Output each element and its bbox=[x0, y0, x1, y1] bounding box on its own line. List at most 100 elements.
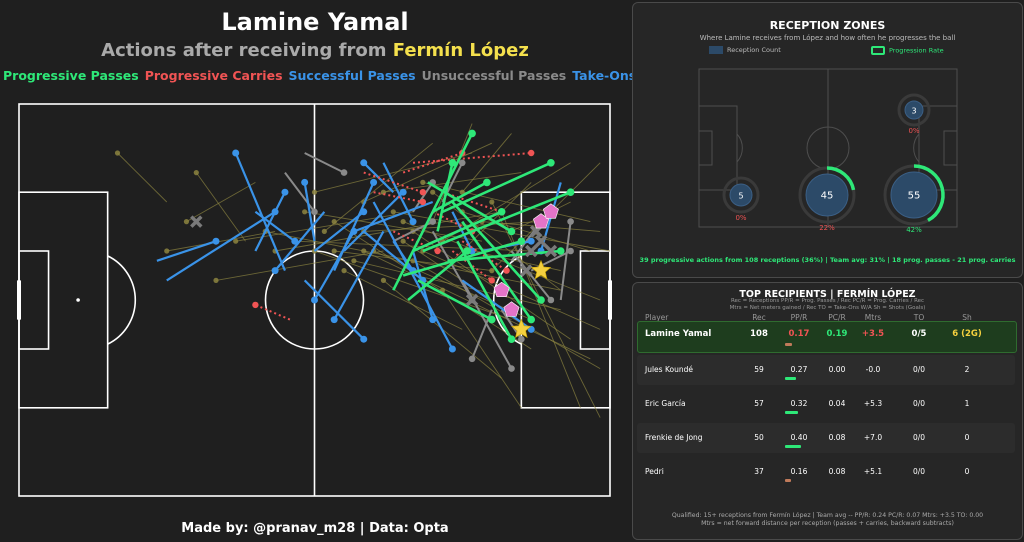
ppr-bar bbox=[785, 479, 792, 482]
background-pass-line bbox=[304, 211, 483, 242]
cell-pcr: 0.08 bbox=[828, 467, 846, 476]
zone-rate-track bbox=[722, 176, 760, 214]
zones-right-arc bbox=[913, 133, 920, 163]
rate-swatch bbox=[871, 46, 885, 55]
column-header: PP/R bbox=[790, 313, 808, 322]
zone-legend-rate: Progression Rate bbox=[871, 46, 944, 55]
unsuccessful-pass-end bbox=[311, 208, 318, 216]
successful-pass-end bbox=[409, 218, 417, 226]
cell-pcr: 0.19 bbox=[826, 329, 848, 339]
goal-marker bbox=[511, 318, 532, 339]
successful-pass-line bbox=[451, 211, 474, 252]
zone-rate-label: 0% bbox=[908, 127, 919, 135]
zone-count-bubble bbox=[805, 173, 849, 217]
background-pass-point bbox=[420, 179, 426, 185]
count-swatch bbox=[709, 46, 723, 54]
progressive-pass-end bbox=[507, 227, 516, 236]
successful-pass-end bbox=[360, 159, 368, 167]
progressive-carry-line bbox=[412, 152, 532, 164]
successful-pass-line bbox=[343, 191, 404, 252]
left-penalty-spot bbox=[76, 298, 80, 302]
progressive-pass-line bbox=[456, 240, 513, 340]
background-pass-line bbox=[117, 152, 168, 203]
background-pass-point bbox=[380, 277, 387, 283]
successful-pass-line bbox=[254, 191, 286, 252]
ppr-bar bbox=[785, 445, 801, 448]
successful-pass-line bbox=[372, 201, 454, 350]
background-pass-line bbox=[462, 211, 591, 252]
cell-mtrs: -0.0 bbox=[865, 365, 881, 374]
table-row[interactable] bbox=[637, 389, 1015, 419]
background-pass-line bbox=[186, 182, 256, 222]
column-header: PC/R bbox=[828, 313, 846, 322]
cell-to: 0/0 bbox=[912, 399, 926, 408]
reception-zones-panel: RECEPTION ZONES Where Lamine receives fr… bbox=[632, 2, 1023, 278]
cell-sh: 1 bbox=[964, 399, 970, 408]
successful-pass-end bbox=[311, 296, 318, 304]
zone-legend-count: Reception Count bbox=[709, 46, 781, 54]
unsuccessful-pass-end bbox=[458, 159, 466, 167]
failed-take-on-marker bbox=[534, 234, 548, 248]
successful-pass-end bbox=[271, 267, 279, 275]
unsuccessful-pass-end bbox=[508, 365, 515, 372]
background-pass-point bbox=[390, 209, 396, 215]
progressive-carry-line bbox=[402, 152, 463, 174]
chart-subtitle: Actions after receiving from Fermín Lópe… bbox=[0, 40, 630, 61]
recipients-title: TOP RECIPIENTS | FERMÍN LÓPEZ bbox=[739, 289, 916, 300]
cell-mtrs: +7.0 bbox=[863, 433, 883, 442]
zone-count-label: 55 bbox=[908, 191, 921, 202]
successful-pass-line bbox=[303, 279, 365, 340]
successful-pass-line bbox=[234, 152, 286, 272]
unsuccessful-pass-end bbox=[567, 218, 574, 225]
failed-take-on-marker bbox=[524, 244, 538, 258]
progressive-pass-line bbox=[432, 181, 488, 213]
cell-to: 0/0 bbox=[912, 365, 926, 374]
credit-line: Made by: @pranav_m28 | Data: Opta bbox=[181, 521, 449, 536]
zone-rate-track bbox=[897, 93, 931, 127]
zone-count-bubble bbox=[904, 100, 924, 120]
unsuccessful-pass-line bbox=[559, 221, 572, 301]
background-pass-point bbox=[331, 248, 337, 254]
progressive-pass-end bbox=[448, 159, 457, 167]
recipients-footnote-1: Qualified: 15+ receptions from Fermín Ló… bbox=[671, 512, 984, 519]
table-row[interactable] bbox=[637, 423, 1015, 453]
progressive-carry-end bbox=[434, 247, 441, 255]
background-pass-point bbox=[321, 228, 327, 234]
successful-pass-end bbox=[232, 149, 240, 157]
table-row[interactable] bbox=[637, 355, 1015, 385]
zone-rate-label: 22% bbox=[819, 224, 835, 232]
successful-pass-end bbox=[350, 227, 358, 235]
table-row[interactable] bbox=[637, 321, 1017, 353]
ppr-bar bbox=[785, 411, 798, 414]
successful-pass-end bbox=[399, 188, 407, 196]
left-penalty-box bbox=[18, 191, 109, 409]
unsuccessful-pass-end bbox=[340, 169, 348, 176]
background-pass-line bbox=[422, 181, 591, 223]
background-pass-point bbox=[341, 268, 347, 274]
progressive-carry-end bbox=[252, 301, 259, 309]
progressive-pass-end bbox=[517, 237, 526, 245]
cell-to: 0/0 bbox=[912, 467, 926, 476]
progressive-pass-line bbox=[442, 161, 552, 213]
progressive-carry-line bbox=[363, 171, 424, 194]
progressive-carry-line bbox=[255, 303, 291, 321]
background-pass-line bbox=[334, 250, 492, 272]
zone-count-bubble bbox=[890, 171, 938, 219]
progressive-pass-end bbox=[483, 178, 491, 187]
background-pass-line bbox=[215, 250, 384, 281]
zone-rate-arc bbox=[826, 166, 856, 191]
background-pass-point bbox=[114, 150, 121, 156]
progressive-carry-end bbox=[503, 267, 510, 274]
successful-pass-line bbox=[313, 230, 355, 301]
column-header: Rec bbox=[752, 313, 766, 322]
zone-rate-arc bbox=[913, 164, 945, 222]
right-six-yard-box bbox=[579, 250, 611, 350]
zone-count-label: 45 bbox=[821, 191, 834, 202]
progressive-pass-end bbox=[488, 315, 496, 324]
cell-ppr: 0.40 bbox=[790, 433, 808, 442]
table-row[interactable] bbox=[637, 457, 1015, 487]
zones-left-six bbox=[698, 130, 713, 166]
zone-count-bubble bbox=[729, 183, 753, 207]
successful-pass-line bbox=[382, 162, 414, 223]
background-pass-point bbox=[400, 238, 406, 244]
